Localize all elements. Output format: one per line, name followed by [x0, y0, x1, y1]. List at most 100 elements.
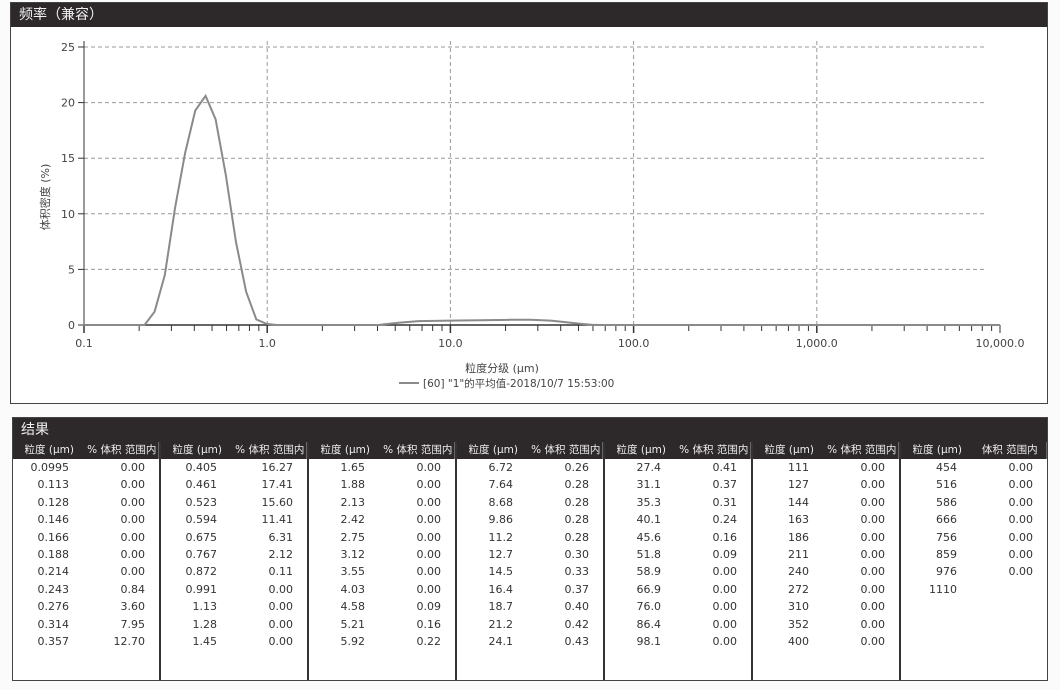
- size-cell: 666: [936, 513, 957, 527]
- table-row: 0.113 0.00: [13, 476, 159, 493]
- size-cell: 586: [936, 495, 957, 509]
- volume-cell: 0.00: [120, 565, 146, 579]
- volume-cell: 0.00: [1008, 547, 1034, 561]
- table-row: 2.75 0.00: [309, 529, 455, 546]
- table-row: 0.166 0.00: [13, 529, 159, 546]
- size-cell: 272: [788, 582, 809, 596]
- volume-cell: 0.84: [120, 582, 146, 596]
- table-row: 86.4 0.00: [605, 616, 751, 633]
- volume-cell: 0.22: [416, 634, 442, 648]
- header-size: 粒度 (µm): [468, 444, 518, 456]
- volume-cell: [977, 581, 1047, 598]
- size-cell: 0.872: [185, 565, 218, 579]
- size-cell: 0.314: [37, 617, 70, 631]
- size-cell: 16.4: [488, 582, 514, 596]
- volume-cell: 0.00: [1008, 461, 1034, 474]
- frequency-chart: 0 5 10 15 20 25 0.1 1.0 10.0 100.0 1,000.0 10,000.0…: [38, 41, 1025, 390]
- table-row: 12.7 0.30: [457, 546, 603, 563]
- table-row: 310 0.00: [753, 598, 899, 615]
- volume-cell: 0.00: [1008, 513, 1034, 527]
- volume-cell: 0.00: [860, 461, 886, 474]
- x-tick-label: 10,000.0: [976, 337, 1025, 350]
- volume-cell: 0.00: [416, 478, 442, 492]
- header-size: 粒度 (µm): [616, 444, 666, 456]
- size-cell: 27.4: [636, 461, 662, 474]
- size-cell: 51.8: [636, 547, 662, 561]
- table-row: 400 0.00: [753, 633, 899, 650]
- table-row: 666 0.00: [901, 511, 1047, 528]
- table-row: 2.13 0.00: [309, 494, 455, 511]
- size-cell: 400: [788, 634, 809, 648]
- volume-cell: 0.00: [120, 495, 146, 509]
- size-cell: 352: [788, 617, 809, 631]
- table-row: 58.9 0.00: [605, 563, 751, 580]
- volume-cell: 0.30: [564, 547, 590, 561]
- header-volume: % 体积 范围内: [87, 444, 157, 456]
- table-row: 18.7 0.40: [457, 598, 603, 615]
- table-row: 0.991 0.00: [161, 581, 307, 598]
- table-row: 40.1 0.24: [605, 511, 751, 528]
- table-row: 7.64 0.28: [457, 476, 603, 493]
- volume-cell: 0.28: [564, 530, 590, 544]
- y-tick-label: 0: [68, 319, 75, 332]
- table-row: 454 0.00: [901, 459, 1047, 476]
- table-row: 111 0.00: [753, 459, 899, 476]
- size-cell: 0.166: [37, 530, 70, 544]
- size-cell: 9.86: [488, 513, 514, 527]
- table-header: 粒度 (µm) 体积 范围内: [901, 442, 1047, 459]
- table-row: 0.0995 0.00: [13, 459, 159, 476]
- volume-cell: 0.37: [712, 478, 738, 492]
- table-row: 586 0.00: [901, 494, 1047, 511]
- size-cell: 11.2: [488, 530, 514, 544]
- table-row: 35.3 0.31: [605, 494, 751, 511]
- table-row: 186 0.00: [753, 529, 899, 546]
- table-row: 1.45 0.00: [161, 633, 307, 650]
- volume-cell: 0.00: [1008, 530, 1034, 544]
- volume-cell: 0.09: [712, 547, 738, 561]
- volume-cell: 0.00: [416, 513, 442, 527]
- volume-cell: 0.33: [564, 565, 590, 579]
- table-row: 352 0.00: [753, 616, 899, 633]
- table-row: 163 0.00: [753, 511, 899, 528]
- table-row: 3.55 0.00: [309, 563, 455, 580]
- table-row: 5.92 0.22: [309, 633, 455, 650]
- table-row: 24.1 0.43: [457, 633, 603, 650]
- header-volume: 体积 范围内: [981, 444, 1038, 456]
- size-cell: 8.68: [488, 495, 514, 509]
- volume-cell: 3.60: [120, 600, 146, 614]
- volume-cell: 0.28: [564, 478, 590, 492]
- size-cell: 58.9: [636, 565, 662, 579]
- table-header: 粒度 (µm) % 体积 范围内: [457, 442, 603, 459]
- volume-cell: 0.00: [712, 634, 738, 648]
- volume-cell: 0.40: [564, 600, 590, 614]
- results-panel: 结果 粒度 (µm)% 体积 范围内 0.0995 0.00 0.113 0.00 0.1…: [12, 417, 1048, 681]
- table-row: 0.523 15.60: [161, 494, 307, 511]
- legend-label: [60] "1"的平均值-2018/10/7 15:53:00: [423, 377, 614, 390]
- volume-cell: 0.26: [564, 461, 590, 474]
- header-volume: % 体积 范围内: [827, 444, 897, 456]
- size-cell: 45.6: [636, 530, 662, 544]
- table-row: 14.5 0.33: [457, 563, 603, 580]
- table-row: 0.357 12.70: [13, 633, 159, 650]
- volume-cell: 0.00: [120, 478, 146, 492]
- size-cell: 454: [936, 461, 957, 474]
- results-column-group: 粒度 (µm)% 体积 范围内 0.0995 0.00 0.113 0.00 0.128 0…: [13, 442, 161, 680]
- y-axis-label: 体积密度 (%): [38, 164, 52, 231]
- x-tick-label: 1.0: [258, 337, 276, 350]
- volume-cell: 0.00: [416, 461, 442, 474]
- table-header: 粒度 (µm) % 体积 范围内: [309, 442, 455, 459]
- size-cell: 0.0995: [30, 461, 70, 474]
- table-row: 4.58 0.09: [309, 598, 455, 615]
- table-row: 3.12 0.00: [309, 546, 455, 563]
- header-size: 粒度 (µm): [320, 444, 370, 456]
- series-line: [83, 93, 1000, 326]
- volume-cell: 12.70: [113, 634, 146, 648]
- table-row: 0.128 0.00: [13, 494, 159, 511]
- header-size: 粒度 (µm): [24, 444, 74, 456]
- volume-cell: 0.24: [712, 513, 738, 527]
- volume-cell: 0.09: [416, 600, 442, 614]
- table-row: 0.276 3.60: [13, 598, 159, 615]
- x-axis-label: 粒度分级 (µm): [465, 361, 539, 375]
- size-cell: 310: [788, 600, 809, 614]
- size-cell: 976: [936, 565, 957, 579]
